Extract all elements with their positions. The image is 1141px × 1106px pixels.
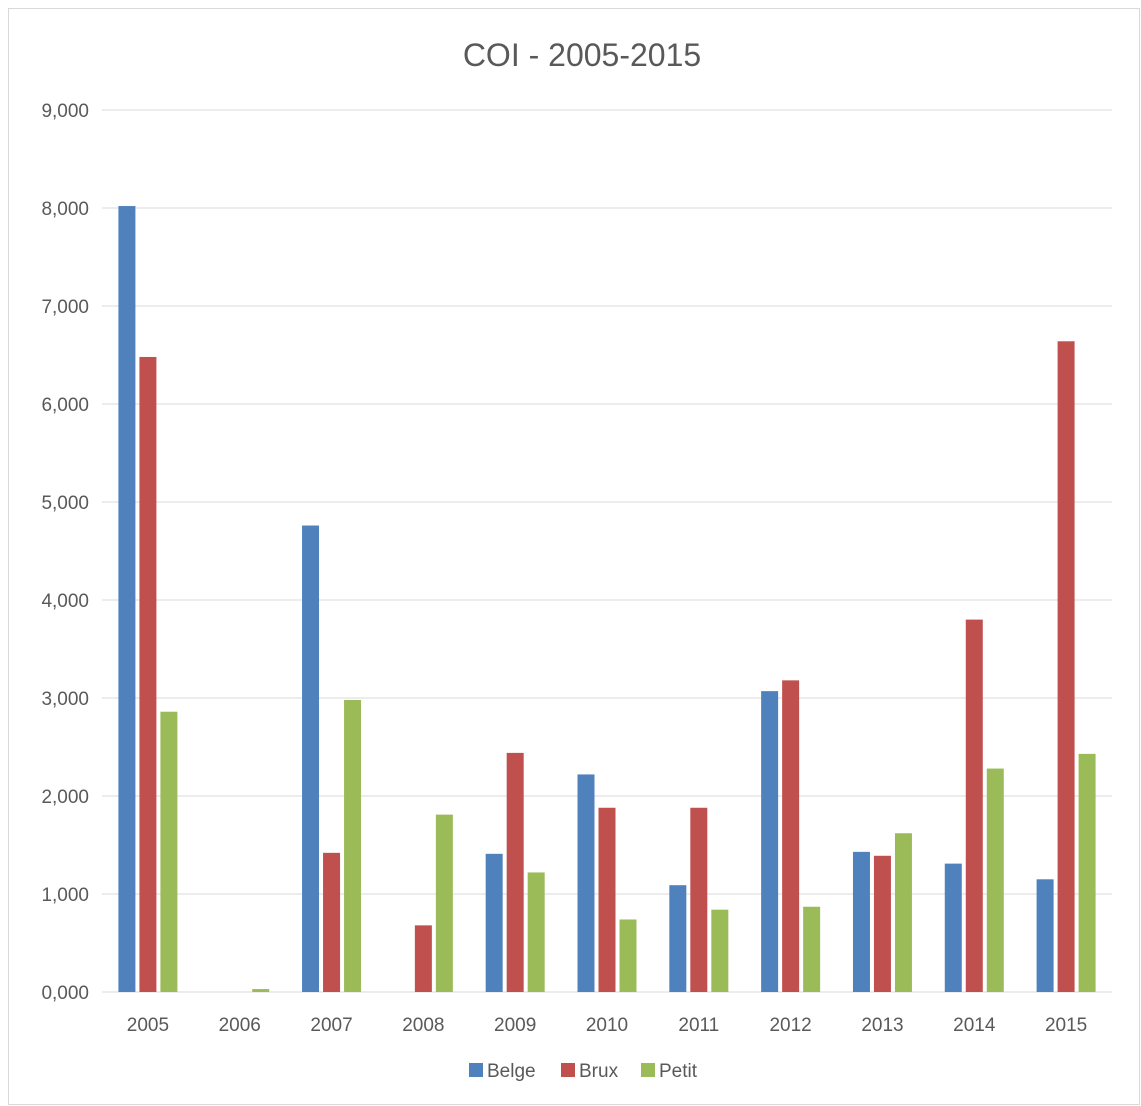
x-tick-label: 2009 [494, 1015, 536, 1036]
bar-brux-2011 [690, 807, 708, 992]
bar-brux-2008 [414, 925, 432, 992]
bar-petit-2011 [711, 909, 729, 992]
bar-belge-2011 [669, 885, 687, 992]
legend-swatch-brux [561, 1063, 575, 1077]
bar-belge-2014 [944, 863, 962, 992]
bar-brux-2012 [782, 680, 800, 992]
bar-belge-2005 [118, 206, 136, 993]
x-tick-label: 2011 [678, 1015, 719, 1036]
x-tick-label: 2008 [402, 1015, 444, 1036]
bar-petit-2009 [527, 872, 545, 992]
chart-container: COI - 2005-2015 0,000 1,000 2,000 3,000 4,00… [8, 8, 1140, 1105]
bar-petit-2015 [1078, 753, 1096, 992]
y-tick-label: 0,000 [41, 983, 89, 1004]
x-axis-tick-labels: 2005 2006 2007 2008 2009 2010 2011 2012 2013 2014… [127, 1015, 1087, 1036]
chart-title: COI - 2005-2015 [463, 37, 701, 73]
x-tick-label: 2015 [1045, 1015, 1087, 1036]
bar-petit-2005 [160, 711, 178, 992]
bar-brux-2010 [598, 807, 616, 992]
y-tick-label: 7,000 [41, 297, 89, 318]
y-tick-label: 3,000 [41, 689, 89, 710]
bar-petit-2014 [986, 768, 1004, 992]
bar-brux-2015 [1057, 341, 1075, 992]
x-tick-label: 2012 [769, 1015, 811, 1036]
bars [118, 206, 1096, 993]
bar-belge-2013 [852, 851, 870, 992]
y-tick-label: 5,000 [41, 493, 89, 514]
x-tick-label: 2013 [861, 1015, 903, 1036]
bar-petit-2013 [894, 833, 912, 992]
bar-brux-2014 [965, 619, 983, 992]
legend-label-brux: Brux [579, 1061, 619, 1082]
bar-petit-2012 [803, 906, 821, 992]
x-tick-label: 2014 [953, 1015, 996, 1036]
x-tick-label: 2005 [127, 1015, 169, 1036]
bar-belge-2012 [761, 691, 779, 992]
bar-petit-2007 [344, 699, 362, 992]
bar-belge-2015 [1036, 879, 1054, 992]
bar-brux-2013 [873, 855, 891, 992]
bar-chart: COI - 2005-2015 0,000 1,000 2,000 3,000 4,00… [41, 37, 1112, 1082]
x-tick-label: 2006 [219, 1015, 261, 1036]
legend-swatch-petit [641, 1063, 655, 1077]
bar-belge-2007 [302, 525, 320, 992]
y-axis-tick-labels: 0,000 1,000 2,000 3,000 4,000 5,000 6,000 7,000… [41, 101, 89, 1004]
y-tick-label: 6,000 [41, 395, 89, 416]
x-tick-label: 2010 [586, 1015, 628, 1036]
bar-belge-2009 [485, 853, 503, 992]
y-tick-label: 9,000 [41, 101, 89, 122]
bar-belge-2010 [577, 774, 595, 992]
bar-brux-2007 [323, 852, 341, 992]
x-tick-label: 2007 [310, 1015, 352, 1036]
y-tick-label: 8,000 [41, 199, 89, 220]
legend-label-belge: Belge [487, 1061, 536, 1082]
legend: Belge Brux Petit [469, 1061, 698, 1082]
bar-petit-2010 [619, 919, 637, 992]
y-tick-label: 4,000 [41, 591, 89, 612]
bar-brux-2009 [506, 752, 524, 992]
legend-label-petit: Petit [659, 1061, 698, 1082]
bar-brux-2005 [139, 356, 157, 993]
bar-petit-2006 [252, 989, 270, 992]
gridlines [102, 109, 1112, 993]
y-tick-label: 1,000 [41, 885, 89, 906]
bar-petit-2008 [435, 814, 453, 992]
legend-swatch-belge [469, 1063, 483, 1077]
y-tick-label: 2,000 [41, 787, 89, 808]
